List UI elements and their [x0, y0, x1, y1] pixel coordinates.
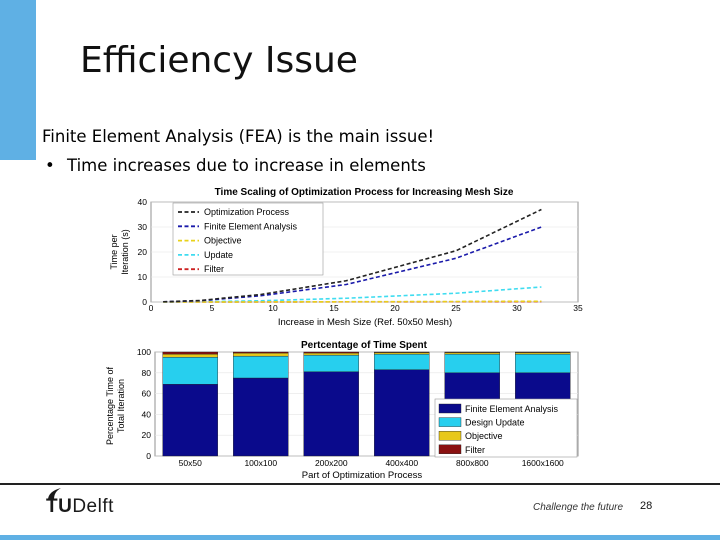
bar-segment-objective — [515, 352, 571, 355]
bar-segment-finite-element-analysis — [233, 377, 289, 457]
bar-segment-filter — [162, 351, 218, 355]
bar-chart-category-label: 400x400 — [385, 458, 418, 468]
bar-segment-objective — [162, 353, 218, 358]
bar-segment-finite-element-analysis — [374, 369, 430, 457]
bullet-text: Time increases due to increase in elemen… — [67, 156, 426, 175]
line-legend-label: Update — [204, 250, 233, 260]
bar-legend-label: Design Update — [465, 418, 525, 428]
line-series-finite-element-analysis — [163, 226, 542, 303]
page-number: 28 — [640, 500, 653, 512]
bar-segment-filter — [233, 351, 289, 354]
bullet-item: • Time increases due to increase in eleme… — [45, 156, 426, 175]
bar-chart-ytick-label: 20 — [142, 430, 152, 440]
line-chart-legend-box — [172, 202, 324, 276]
bar-chart-category-label: 1600x1600 — [522, 458, 564, 468]
bar-segment-design-update — [303, 354, 359, 372]
bar-segment-filter — [374, 351, 430, 353]
bar-chart-ytick-label: 100 — [137, 347, 151, 357]
bar-segment-design-update — [233, 355, 289, 379]
bar-segment-objective — [444, 352, 500, 355]
bar-chart-ytick-label: 60 — [142, 389, 152, 399]
line-legend-label: Filter — [204, 264, 224, 274]
line-chart-ytick-label: 30 — [138, 222, 148, 232]
logo-delft: Delft — [72, 496, 114, 517]
line-chart-ytick-label: 20 — [138, 247, 148, 257]
slide-title: Efficiency Issue — [80, 40, 358, 81]
line-chart-xtick-label: 35 — [573, 303, 583, 313]
bar-chart-ytick-label: 0 — [146, 451, 151, 461]
bar-legend-swatch — [438, 444, 462, 455]
line-chart: Time Scaling of Optimization Process for… — [109, 187, 583, 328]
bar-chart-category-label: 50x50 — [179, 458, 202, 468]
bar-legend-swatch — [438, 417, 462, 427]
intro-text: Finite Element Analysis (FEA) is the mai… — [42, 127, 435, 146]
bar-chart: Pertcentage of Time Spent Percentage Tim… — [105, 340, 579, 481]
line-chart-ylabel-2: Iteration (s) — [120, 229, 130, 275]
bar-legend-swatch — [438, 403, 462, 414]
bar-segment-objective — [303, 352, 359, 356]
line-chart-xlabel: Increase in Mesh Size (Ref. 50x50 Mesh) — [278, 317, 452, 328]
bar-legend-swatch — [438, 430, 462, 441]
line-legend-label: Finite Element Analysis — [204, 221, 298, 231]
bar-chart-legend: Finite Element Analysis Design Update Obje… — [434, 398, 578, 458]
bar-legend-label: Filter — [465, 445, 485, 455]
bar-chart-ylabel-1: Percentage Time of — [105, 366, 115, 445]
line-chart-legend: Optimization Process Finite Element Analy… — [172, 202, 324, 276]
bar-segment-design-update — [374, 353, 430, 370]
bar-chart-ticks: 0 20 40 60 80 100 50x50 100x100 200x200 400x400 80… — [137, 347, 564, 468]
bar-legend-label: Finite Element Analysis — [465, 404, 559, 414]
tu-delft-flame-icon — [48, 488, 61, 500]
line-chart-ylabel: Time per Iteration (s) — [109, 229, 130, 275]
bar-segment-finite-element-analysis — [303, 371, 359, 457]
bar-segment-filter — [303, 351, 359, 354]
accent-bar — [0, 0, 36, 160]
bar-segment-design-update — [162, 357, 218, 385]
bar-segment-objective — [233, 352, 289, 357]
footer-strip — [0, 535, 720, 540]
tu-delft-logo: TUDelft — [46, 496, 114, 518]
line-series-objective — [163, 300, 542, 303]
line-chart-title: Time Scaling of Optimization Process for… — [215, 187, 514, 198]
line-legend-label: Objective — [204, 236, 242, 246]
line-series-optimization-process — [163, 208, 542, 303]
line-chart-xtick-label: 10 — [268, 303, 278, 313]
bar-chart-category-label: 800x800 — [456, 458, 489, 468]
line-chart-xtick-label: 25 — [451, 303, 461, 313]
bar-chart-ytick-label: 80 — [142, 368, 152, 378]
line-chart-xtick-label: 0 — [149, 303, 154, 313]
bar-chart-xlabel: Part of Optimization Process — [302, 470, 423, 481]
line-legend-label: Optimization Process — [204, 207, 290, 217]
line-chart-ticks: 0 10 20 30 40 0 5 10 15 20 25 30 35 — [138, 197, 583, 313]
footer-rule — [0, 483, 720, 485]
bar-chart-category-label: 100x100 — [244, 458, 277, 468]
logo-tu: TU — [46, 496, 73, 517]
line-chart-ytick-label: 10 — [138, 272, 148, 282]
footer-tagline: Challenge the future — [533, 502, 624, 513]
bar-chart-title: Pertcentage of Time Spent — [301, 340, 428, 351]
bar-segment-design-update — [444, 353, 500, 373]
bar-segment-finite-element-analysis — [162, 384, 218, 457]
line-chart-series — [163, 208, 542, 303]
bar-chart-ylabel-2: Total Iteration — [116, 379, 126, 433]
line-chart-ytick-label: 0 — [142, 297, 147, 307]
line-chart-xtick-label: 15 — [329, 303, 339, 313]
bar-chart-ylabel: Percentage Time of Total Iteration — [105, 366, 126, 445]
line-chart-ytick-label: 40 — [138, 197, 148, 207]
bar-segment-objective — [374, 352, 430, 355]
line-chart-xtick-label: 30 — [512, 303, 522, 313]
line-series-update — [163, 286, 542, 303]
bar-segment-filter — [515, 351, 571, 353]
bar-legend-label: Objective — [465, 431, 503, 441]
bullet-marker: • — [45, 156, 55, 175]
bar-chart-ytick-label: 40 — [142, 409, 152, 419]
line-chart-ylabel-1: Time per — [109, 234, 119, 269]
bar-segment-design-update — [515, 353, 571, 373]
bar-chart-category-label: 200x200 — [315, 458, 348, 468]
line-chart-xtick-label: 20 — [390, 303, 400, 313]
line-chart-xtick-label: 5 — [210, 303, 215, 313]
bar-segment-filter — [444, 351, 500, 353]
